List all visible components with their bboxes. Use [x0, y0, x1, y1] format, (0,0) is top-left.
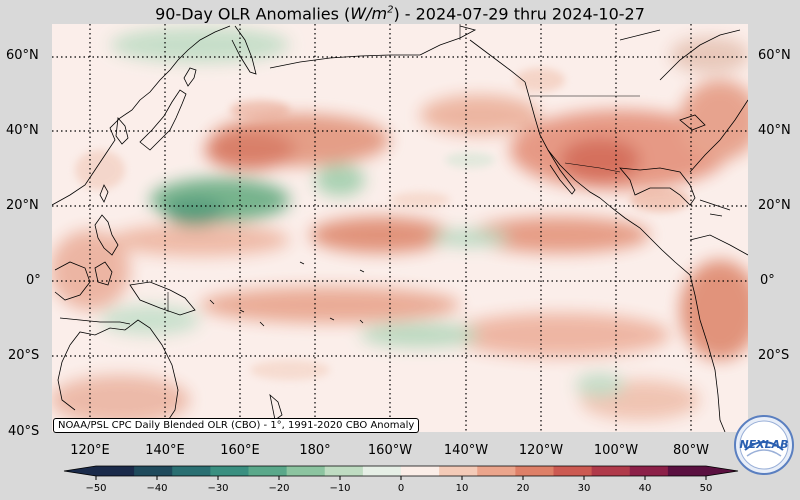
- colorbar-segment: [591, 466, 631, 476]
- colorbar-segment: [667, 466, 707, 476]
- lon-label-160w: 160°W: [367, 443, 413, 458]
- lon-label-100w: 100°W: [593, 443, 639, 458]
- lon-label-80w: 80°W: [673, 443, 709, 458]
- colorbar-tick-label: −20: [268, 483, 290, 494]
- lon-label-140w: 140°W: [443, 443, 489, 458]
- colorbar-tick-label: 20: [516, 483, 530, 494]
- lat-label-20s-left: 20°S: [8, 348, 40, 363]
- title-prefix: 90-Day OLR Anomalies (: [155, 4, 351, 24]
- colorbar-segment: [439, 466, 478, 476]
- borders: [167, 24, 640, 312]
- data-source-caption: NOAA/PSL CPC Daily Blended OLR (CBO) - 1…: [53, 418, 420, 433]
- colorbar-segment: [134, 466, 173, 476]
- lat-label-60n-right: 60°N: [758, 48, 791, 63]
- colorbar-segment: [477, 466, 516, 476]
- lon-label-160e: 160°E: [220, 443, 260, 458]
- colorbar-tick-label: 0: [397, 483, 405, 494]
- title-suffix: ) - 2024-07-29 thru 2024-10-27: [393, 4, 645, 24]
- anomaly-texture: [75, 68, 690, 380]
- colorbar-tick-label: 30: [577, 483, 591, 494]
- colorbar-segment: [210, 466, 249, 476]
- lon-label-140e: 140°E: [145, 443, 185, 458]
- lat-label-60n-left: 60°N: [6, 48, 39, 63]
- lon-label-120e: 120°E: [70, 443, 110, 458]
- colorbar-tick-label: 40: [638, 483, 652, 494]
- lat-label-40s-left: 40°S: [8, 424, 40, 439]
- lon-label-120w: 120°W: [518, 443, 564, 458]
- graticule: [52, 24, 748, 432]
- colorbar-ticks: [95, 476, 707, 480]
- colorbar-tick-label: 10: [455, 483, 469, 494]
- colorbar-segment: [248, 466, 288, 476]
- title-unit: W/m2: [350, 4, 394, 24]
- colorbar-tick-label: −10: [329, 483, 351, 494]
- colorbar-tick-label: 50: [699, 483, 713, 494]
- lon-label-180: 180°: [299, 443, 331, 458]
- colorbar-segment: [324, 466, 364, 476]
- colorbar-min-extension: [64, 466, 96, 476]
- colorbar-segment: [286, 466, 326, 476]
- lat-label-20n-left: 20°N: [6, 198, 39, 213]
- colorbar-segment: [172, 466, 211, 476]
- colorbar-segment: [362, 466, 402, 476]
- colorbar-segment: [401, 466, 440, 476]
- lat-label-40n-right: 40°N: [758, 123, 791, 138]
- lat-label-40n-left: 40°N: [6, 123, 39, 138]
- colorbar-segment: [629, 466, 669, 476]
- colorbar-segment: [515, 466, 554, 476]
- colorbar-tick-label: −30: [207, 483, 229, 494]
- nexlab-logo: NEXLAB: [734, 415, 794, 475]
- lat-label-20s-right: 20°S: [758, 348, 790, 363]
- colorbar-tick-label: −50: [85, 483, 107, 494]
- map-title: 90-Day OLR Anomalies (W/m2) - 2024-07-29…: [0, 0, 800, 25]
- colorbar: [63, 465, 739, 480]
- anomaly-field: [52, 27, 748, 425]
- lat-label-20n-right: 20°N: [758, 198, 791, 213]
- colorbar-segment: [96, 466, 135, 476]
- colorbar-segment: [553, 466, 593, 476]
- colorbar-segments: [63, 465, 739, 477]
- logo-text: NEXLAB: [739, 438, 788, 451]
- olr-anomaly-map: [52, 24, 748, 432]
- lat-label-eq-left: 0°: [26, 273, 41, 288]
- lat-label-eq-right: 0°: [760, 273, 775, 288]
- colorbar-max-extension: [706, 466, 738, 476]
- colorbar-tick-label: −40: [146, 483, 168, 494]
